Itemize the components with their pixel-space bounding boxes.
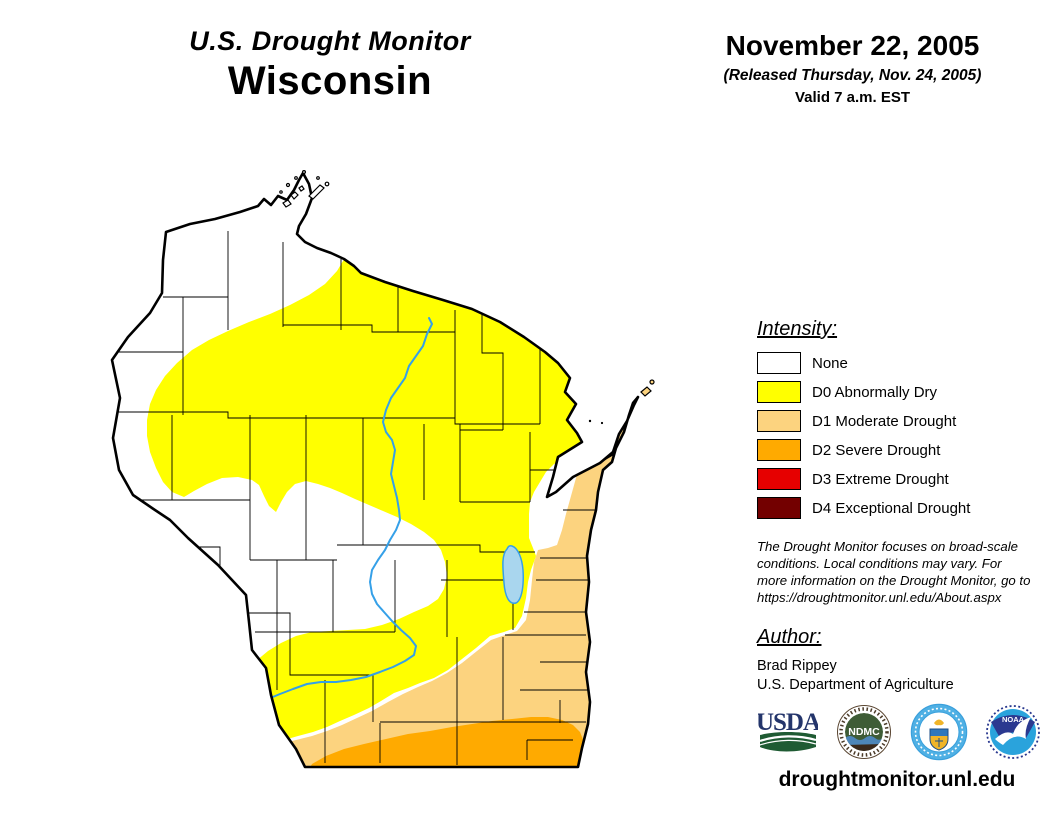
legend-label: D2 Severe Drought (812, 441, 941, 459)
county-lines-east (505, 509, 595, 723)
wisconsin-drought-map (110, 170, 655, 769)
commerce-eagle (934, 719, 944, 726)
page-title-block: U.S. Drought Monitor Wisconsin (140, 26, 520, 104)
ndmc-logo: NDMC (837, 705, 891, 759)
author-name: Brad Rippey (757, 658, 837, 674)
legend-row-d0: D0 Abnormally Dry (757, 381, 1037, 403)
legend-row-none: None (757, 352, 1037, 374)
state-title: Wisconsin (227, 59, 433, 103)
site-url: droughtmonitor.unl.edu (778, 768, 1016, 791)
map-date: November 22, 2005 (725, 30, 980, 61)
swatch-d4 (757, 497, 801, 519)
noaa-gull-shape (995, 717, 1031, 745)
legend-label: D0 Abnormally Dry (812, 383, 938, 401)
legend-row-d3: D3 Extreme Drought (757, 468, 1037, 490)
door-islands (588, 379, 655, 425)
intensity-legend: Intensity: None D0 Abnormally Dry D1 Mod… (757, 318, 1037, 526)
lake-winnebago (502, 545, 524, 604)
swatch-d0 (757, 381, 801, 403)
date-block: November 22, 2005 (Released Thursday, No… (700, 30, 1005, 106)
author-block: Author: Brad Rippey U.S. Department of A… (757, 626, 1033, 695)
legend-label: D1 Moderate Drought (812, 412, 957, 430)
swatch-none (757, 352, 801, 374)
drought-zone-d0 (147, 256, 600, 754)
swatch-d1 (757, 410, 801, 432)
released-date: (Released Thursday, Nov. 24, 2005) (723, 67, 982, 84)
apostle-islands (279, 170, 330, 208)
ndmc-logo-text: NDMC (848, 726, 880, 738)
river-northwest (112, 206, 129, 214)
noaa-logo: NOAA (986, 705, 1040, 759)
county-lines-south (140, 546, 573, 765)
commerce-seal (910, 703, 968, 761)
drought-zone-d2 (306, 717, 586, 767)
legend-label: D3 Extreme Drought (812, 470, 949, 488)
legend-row-d1: D1 Moderate Drought (757, 410, 1037, 432)
usda-logo: USDA (758, 709, 818, 752)
legend-heading: Intensity: (757, 318, 838, 340)
noaa-logo-text: NOAA (1002, 715, 1025, 724)
swatch-d2 (757, 439, 801, 461)
agency-logos: USDA NDMC (758, 703, 1040, 761)
legend-label: None (812, 354, 848, 372)
legend-row-d2: D2 Severe Drought (757, 439, 1037, 461)
swatch-d3 (757, 468, 801, 490)
author-org: U.S. Department of Agriculture (757, 677, 954, 693)
usda-logo-text: USDA (758, 709, 818, 736)
disclaimer-text: The Drought Monitor focuses on broad-sca… (757, 539, 1031, 605)
county-lines (112, 231, 556, 561)
valid-time: Valid 7 a.m. EST (794, 89, 911, 106)
state-outline (110, 171, 640, 769)
wisconsin-river (257, 317, 433, 704)
legend-row-d4: D4 Exceptional Drought (757, 497, 1037, 519)
legend-label: D4 Exceptional Drought (812, 499, 971, 517)
drought-zone-d1 (240, 370, 638, 767)
report-title: U.S. Drought Monitor (189, 26, 471, 56)
author-heading: Author: (757, 626, 822, 648)
